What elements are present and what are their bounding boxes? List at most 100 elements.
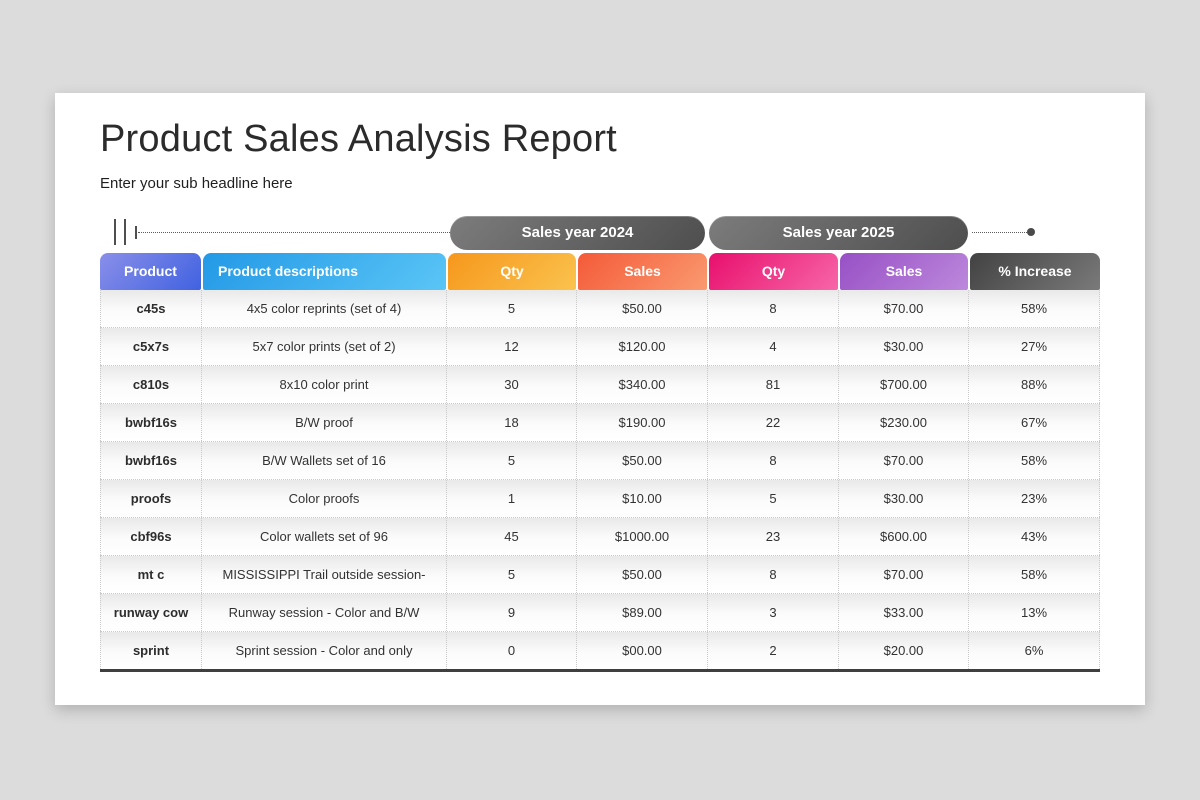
table-row: bwbf16s B/W proof 18 $190.00 22 $230.00 67% — [100, 402, 1100, 441]
timeline: Sales year 2024 Sales year 2025 — [100, 215, 1100, 252]
page-title: Product Sales Analysis Report — [100, 118, 617, 160]
cell-qty2025: 2 — [708, 631, 839, 669]
cell-sales2025: $230.00 — [839, 403, 969, 441]
header-qty2025: Qty — [709, 252, 838, 290]
cell-qty2024: 5 — [447, 555, 577, 593]
cell-sales2025: $30.00 — [839, 327, 969, 365]
cell-qty2024: 12 — [447, 327, 577, 365]
cell-sales2024: $00.00 — [577, 631, 708, 669]
table-row: sprint Sprint session - Color and only 0 $0… — [100, 630, 1100, 669]
cell-sales2025: $70.00 — [839, 555, 969, 593]
cell-product: mt c — [100, 555, 202, 593]
cell-qty2024: 5 — [447, 289, 577, 327]
cell-increase: 27% — [969, 327, 1100, 365]
cell-qty2024: 30 — [447, 365, 577, 403]
table-row: proofs Color proofs 1 $10.00 5 $30.00 23% — [100, 478, 1100, 517]
cell-qty2025: 81 — [708, 365, 839, 403]
header-description: Product descriptions — [203, 252, 446, 290]
header-product: Product — [100, 252, 201, 290]
cell-qty2024: 1 — [447, 479, 577, 517]
cell-qty2024: 9 — [447, 593, 577, 631]
cell-sales2025: $700.00 — [839, 365, 969, 403]
timeline-tick-icon — [135, 225, 137, 239]
cell-product: bwbf16s — [100, 403, 202, 441]
table-row: bwbf16s B/W Wallets set of 16 5 $50.00 8 $70.… — [100, 440, 1100, 479]
cell-increase: 13% — [969, 593, 1100, 631]
cell-sales2025: $20.00 — [839, 631, 969, 669]
cell-increase: 58% — [969, 441, 1100, 479]
header-increase: % Increase — [970, 252, 1100, 290]
cell-sales2025: $30.00 — [839, 479, 969, 517]
cell-qty2024: 45 — [447, 517, 577, 555]
cell-product: bwbf16s — [100, 441, 202, 479]
cell-qty2024: 18 — [447, 403, 577, 441]
cell-product: proofs — [100, 479, 202, 517]
cell-qty2025: 8 — [708, 555, 839, 593]
cell-sales2024: $89.00 — [577, 593, 708, 631]
cell-qty2025: 22 — [708, 403, 839, 441]
cell-increase: 43% — [969, 517, 1100, 555]
cell-qty2025: 3 — [708, 593, 839, 631]
header-qty2024: Qty — [448, 252, 576, 290]
timeline-start-bar-icon — [114, 218, 116, 245]
cell-sales2024: $10.00 — [577, 479, 708, 517]
year-pill-2024: Sales year 2024 — [450, 215, 705, 250]
cell-sales2024: $50.00 — [577, 441, 708, 479]
table-body: c45s 4x5 color reprints (set of 4) 5 $50.00… — [100, 289, 1100, 669]
cell-description: 5x7 color prints (set of 2) — [202, 327, 447, 365]
cell-description: B/W proof — [202, 403, 447, 441]
timeline-start-bar-icon — [124, 218, 126, 245]
cell-sales2024: $1000.00 — [577, 517, 708, 555]
table-row: c5x7s 5x7 color prints (set of 2) 12 $120.0… — [100, 326, 1100, 365]
cell-qty2025: 8 — [708, 441, 839, 479]
page-subtitle: Enter your sub headline here — [100, 174, 293, 192]
cell-increase: 67% — [969, 403, 1100, 441]
cell-description: 8x10 color print — [202, 365, 447, 403]
table-row: mt c MISSISSIPPI Trail outside session- 5 $… — [100, 554, 1100, 593]
header-sales2025: Sales — [840, 252, 968, 290]
cell-description: Color wallets set of 96 — [202, 517, 447, 555]
cell-sales2025: $70.00 — [839, 441, 969, 479]
cell-description: Runway session - Color and B/W — [202, 593, 447, 631]
cell-product: c45s — [100, 289, 202, 327]
cell-sales2024: $340.00 — [577, 365, 708, 403]
table-row: cbf96s Color wallets set of 96 45 $1000.00 2… — [100, 516, 1100, 555]
cell-product: c5x7s — [100, 327, 202, 365]
cell-description: 4x5 color reprints (set of 4) — [202, 289, 447, 327]
table-row: c810s 8x10 color print 30 $340.00 81 $700.00 8… — [100, 364, 1100, 403]
table-header-row: Product Product descriptions Qty Sales Qty Sa… — [100, 252, 1100, 290]
cell-qty2025: 23 — [708, 517, 839, 555]
cell-description: Sprint session - Color and only — [202, 631, 447, 669]
cell-sales2025: $33.00 — [839, 593, 969, 631]
cell-description: MISSISSIPPI Trail outside session- — [202, 555, 447, 593]
cell-product: cbf96s — [100, 517, 202, 555]
year-pill-2025: Sales year 2025 — [709, 215, 968, 250]
header-sales2024: Sales — [578, 252, 707, 290]
cell-sales2024: $50.00 — [577, 555, 708, 593]
cell-increase: 23% — [969, 479, 1100, 517]
slide-card: Product Sales Analysis Report Enter your… — [55, 93, 1145, 705]
cell-increase: 6% — [969, 631, 1100, 669]
cell-qty2024: 5 — [447, 441, 577, 479]
table-row: runway cow Runway session - Color and B/W… — [100, 592, 1100, 631]
cell-sales2024: $50.00 — [577, 289, 708, 327]
cell-product: c810s — [100, 365, 202, 403]
cell-increase: 58% — [969, 289, 1100, 327]
cell-qty2025: 5 — [708, 479, 839, 517]
timeline-dotted-line — [972, 231, 1027, 233]
cell-qty2025: 8 — [708, 289, 839, 327]
cell-description: B/W Wallets set of 16 — [202, 441, 447, 479]
cell-description: Color proofs — [202, 479, 447, 517]
cell-increase: 58% — [969, 555, 1100, 593]
sales-table: Product Product descriptions Qty Sales Qty Sa… — [100, 252, 1100, 672]
table-row: c45s 4x5 color reprints (set of 4) 5 $50.00… — [100, 289, 1100, 327]
cell-sales2024: $190.00 — [577, 403, 708, 441]
cell-product: runway cow — [100, 593, 202, 631]
cell-qty2024: 0 — [447, 631, 577, 669]
timeline-dotted-line — [138, 231, 450, 233]
cell-product: sprint — [100, 631, 202, 669]
cell-sales2024: $120.00 — [577, 327, 708, 365]
cell-increase: 88% — [969, 365, 1100, 403]
cell-sales2025: $70.00 — [839, 289, 969, 327]
cell-qty2025: 4 — [708, 327, 839, 365]
